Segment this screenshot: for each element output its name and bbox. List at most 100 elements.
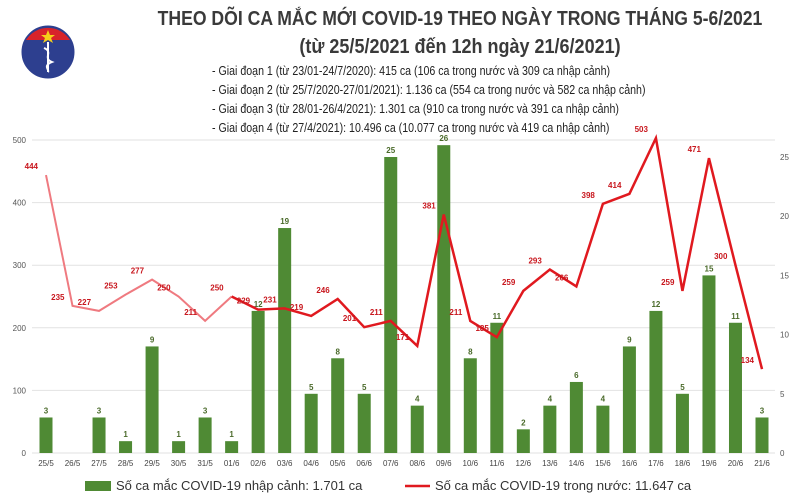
left-tick-label: 200 — [13, 324, 27, 333]
right-tick-label: 25 — [780, 153, 789, 162]
line-label: 211 — [370, 308, 383, 317]
ministry-logo — [20, 12, 76, 99]
right-tick-label: 10 — [780, 331, 789, 340]
left-tick-label: 100 — [13, 386, 27, 395]
left-tick-label: 400 — [13, 199, 27, 208]
bar — [331, 358, 345, 453]
bar — [357, 393, 371, 453]
bar — [437, 145, 451, 453]
bar-label: 4 — [601, 395, 606, 404]
x-tick-label: 15/6 — [595, 459, 611, 468]
note-3: - Giai đoạn 3 (từ 28/01-26/4/2021): 1.30… — [212, 102, 619, 116]
x-tick-label: 11/6 — [489, 459, 505, 468]
bar — [755, 417, 769, 453]
x-tick-label: 20/6 — [728, 459, 744, 468]
bar — [675, 393, 689, 453]
x-tick-label: 16/6 — [622, 459, 638, 468]
line-label: 229 — [237, 297, 251, 306]
x-tick-label: 02/6 — [250, 459, 266, 468]
bar-label: 12 — [254, 300, 263, 309]
bar-label: 5 — [362, 383, 367, 392]
line-label: 134 — [741, 356, 755, 365]
line-label: 185 — [475, 324, 489, 333]
line-label: 253 — [104, 282, 118, 291]
line-label: 211 — [449, 308, 462, 317]
x-tick-label: 25/5 — [38, 459, 54, 468]
bar — [172, 441, 186, 453]
bar-label: 15 — [705, 264, 714, 273]
legend-bar-swatch — [85, 481, 111, 491]
bar-label: 1 — [123, 430, 128, 439]
line-label: 300 — [714, 252, 728, 261]
bar-label: 8 — [468, 347, 473, 356]
x-tick-label: 17/6 — [648, 459, 664, 468]
x-tick-label: 04/6 — [303, 459, 319, 468]
bar — [410, 405, 424, 453]
x-tick-label: 03/6 — [277, 459, 293, 468]
bar-label: 12 — [651, 300, 660, 309]
line-series-early — [45, 174, 233, 323]
x-tick-label: 28/5 — [118, 459, 134, 468]
right-tick-label: 5 — [780, 390, 785, 399]
bar-label: 1 — [176, 430, 181, 439]
line-label: 259 — [502, 278, 516, 287]
x-tick-label: 26/5 — [65, 459, 81, 468]
line-label: 503 — [635, 125, 649, 134]
line-label: 259 — [661, 278, 675, 287]
bar-label: 4 — [548, 395, 553, 404]
bar — [198, 417, 212, 453]
bar-label: 3 — [203, 406, 208, 415]
line-label: 266 — [555, 273, 569, 282]
bar — [543, 405, 557, 453]
x-tick-label: 19/6 — [701, 459, 717, 468]
line-label: 171 — [396, 333, 410, 342]
bar — [596, 405, 610, 453]
bar — [622, 346, 636, 453]
bar-label: 3 — [760, 406, 765, 415]
bar — [649, 310, 663, 453]
chart-title: THEO DÕI CA MẮC MỚI COVID-19 THEO NGÀY T… — [157, 8, 763, 30]
line-label: 381 — [422, 201, 436, 210]
bar-label: 25 — [386, 146, 395, 155]
bar-label: 11 — [493, 312, 502, 321]
legend-bar-label: Số ca mắc COVID-19 nhập cảnh: 1.701 ca — [116, 478, 363, 493]
line-label: 293 — [528, 257, 542, 266]
line-label: 471 — [688, 145, 702, 154]
bar — [225, 441, 239, 453]
bar — [728, 322, 742, 453]
bar-label: 9 — [150, 335, 155, 344]
line-label: 219 — [290, 303, 304, 312]
line-label: 235 — [51, 293, 65, 302]
note-2: - Giai đoạn 2 (từ 25/7/2020-27/01/2021):… — [212, 83, 646, 97]
x-tick-label: 01/6 — [224, 459, 240, 468]
bar-label: 4 — [415, 395, 420, 404]
bar — [569, 381, 583, 453]
bar-label: 6 — [574, 371, 579, 380]
x-tick-label: 08/6 — [409, 459, 425, 468]
bar-label: 8 — [335, 347, 340, 356]
line-label: 414 — [608, 181, 622, 190]
line-label: 277 — [131, 267, 145, 276]
bar-label: 19 — [280, 217, 289, 226]
bar — [39, 417, 53, 453]
bar-label: 26 — [439, 134, 448, 143]
x-tick-label: 18/6 — [675, 459, 691, 468]
phase-notes: - Giai đoạn 1 (từ 23/01-24/7/2020): 415 … — [212, 62, 646, 138]
note-4: - Giai đoạn 4 (từ 27/4/2021): 10.496 ca … — [212, 121, 610, 135]
bar — [702, 275, 716, 453]
bar — [145, 346, 159, 453]
bar — [463, 358, 477, 453]
x-tick-label: 12/6 — [516, 459, 532, 468]
bar-label: 1 — [229, 430, 234, 439]
x-tick-label: 29/5 — [144, 459, 160, 468]
line-label: 250 — [157, 284, 171, 293]
bar-label: 3 — [44, 406, 49, 415]
bar — [92, 417, 106, 453]
chart-subtitle: (từ 25/5/2021 đến 12h ngày 21/6/2021) — [299, 36, 621, 58]
bar-label: 3 — [97, 406, 102, 415]
bar-label: 11 — [731, 312, 740, 321]
line-label: 201 — [343, 314, 357, 323]
bar — [516, 429, 530, 453]
bar-label: 5 — [680, 383, 685, 392]
bar — [251, 310, 265, 453]
